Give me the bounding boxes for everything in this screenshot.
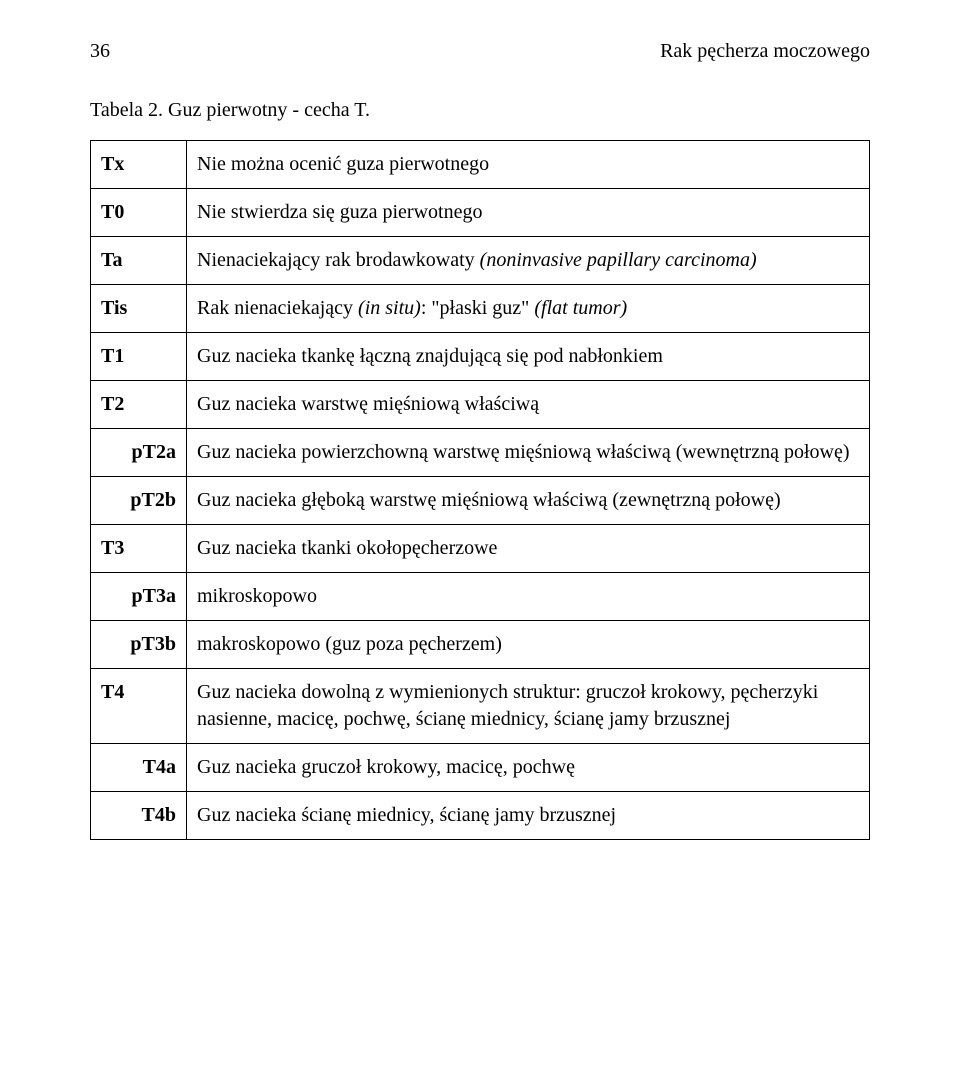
- table-caption: Tabela 2. Guz pierwotny - cecha T.: [90, 99, 870, 122]
- table-row: T2 Guz nacieka warstwę mięśniową właściwą: [91, 381, 870, 429]
- description-text: Guz nacieka głęboką warstwę mięśniową wł…: [197, 489, 781, 511]
- table-row: pT3a mikroskopowo: [91, 573, 870, 621]
- stage-code: T4b: [91, 792, 187, 840]
- description-text: : "płaski guz": [421, 297, 535, 319]
- stage-code: T4a: [91, 744, 187, 792]
- stage-code: pT3a: [91, 573, 187, 621]
- stage-code: Tx: [91, 141, 187, 189]
- table-row: TaNienaciekający rak brodawkowaty (nonin…: [91, 237, 870, 285]
- table-row: pT2b Guz nacieka głęboką warstwę mięśniow…: [91, 477, 870, 525]
- stage-description: Guz nacieka ścianę miednicy, ścianę jamy…: [187, 792, 870, 840]
- description-text: (flat tumor): [534, 297, 627, 319]
- description-text: Guz nacieka tkanki okołopęcherzowe: [197, 537, 497, 559]
- table-row: T3 Guz nacieka tkanki okołopęcherzowe: [91, 525, 870, 573]
- stage-description: makroskopowo (guz poza pęcherzem): [187, 621, 870, 669]
- stage-description: mikroskopowo: [187, 573, 870, 621]
- description-text: (in situ): [358, 297, 421, 319]
- running-header: 36 Rak pęcherza moczowego: [90, 40, 870, 63]
- description-text: mikroskopowo: [197, 585, 317, 607]
- stage-code: pT2b: [91, 477, 187, 525]
- stage-code: Tis: [91, 285, 187, 333]
- stage-code: T0: [91, 189, 187, 237]
- staging-table: TxNie można ocenić guza pierwotnegoT0Nie…: [90, 140, 870, 840]
- description-text: makroskopowo (guz poza pęcherzem): [197, 633, 502, 655]
- stage-description: Guz nacieka gruczoł krokowy, macicę, poc…: [187, 744, 870, 792]
- description-text: Nie stwierdza się guza pierwotnego: [197, 201, 482, 223]
- description-text: Guz nacieka powierzchowną warstwę mięśni…: [197, 441, 850, 463]
- stage-description: Guz nacieka warstwę mięśniową właściwą: [187, 381, 870, 429]
- stage-description: Guz nacieka powierzchowną warstwę mięśni…: [187, 429, 870, 477]
- stage-code: T3: [91, 525, 187, 573]
- stage-description: Nie można ocenić guza pierwotnego: [187, 141, 870, 189]
- table-row: T4b Guz nacieka ścianę miednicy, ścianę j…: [91, 792, 870, 840]
- table-row: pT3b makroskopowo (guz poza pęcherzem): [91, 621, 870, 669]
- table-row: T0 Nie stwierdza się guza pierwotnego: [91, 189, 870, 237]
- table-row: TisRak nienaciekający (in situ): "płaski…: [91, 285, 870, 333]
- table-row: T4Guz nacieka dowolną z wymienionych str…: [91, 669, 870, 744]
- page: 36 Rak pęcherza moczowego Tabela 2. Guz …: [0, 0, 960, 1080]
- table-row: pT2a Guz nacieka powierzchowną warstwę mi…: [91, 429, 870, 477]
- stage-description: Guz nacieka głęboką warstwę mięśniową wł…: [187, 477, 870, 525]
- description-text: Guz nacieka gruczoł krokowy, macicę, poc…: [197, 756, 575, 778]
- description-text: Guz nacieka warstwę mięśniową właściwą: [197, 393, 539, 415]
- description-text: (noninvasive papillary carcinoma): [480, 249, 757, 271]
- stage-code: pT3b: [91, 621, 187, 669]
- table-row: T1 Guz nacieka tkankę łączną znajdującą s…: [91, 333, 870, 381]
- table-row: Tx Nie można ocenić guza pierwotnego: [91, 141, 870, 189]
- description-text: Nie można ocenić guza pierwotnego: [197, 153, 489, 175]
- stage-description: Guz nacieka tkankę łączną znajdującą się…: [187, 333, 870, 381]
- stage-code: Ta: [91, 237, 187, 285]
- stage-description: Rak nienaciekający (in situ): "płaski gu…: [187, 285, 870, 333]
- page-number: 36: [90, 40, 110, 63]
- stage-code: T4: [91, 669, 187, 744]
- stage-code: pT2a: [91, 429, 187, 477]
- description-text: Guz nacieka dowolną z wymienionych struk…: [197, 681, 818, 730]
- description-text: Guz nacieka ścianę miednicy, ścianę jamy…: [197, 804, 616, 826]
- stage-description: Nienaciekający rak brodawkowaty (noninva…: [187, 237, 870, 285]
- running-title: Rak pęcherza moczowego: [660, 40, 870, 63]
- stage-code: T2: [91, 381, 187, 429]
- description-text: Rak nienaciekający: [197, 297, 358, 319]
- stage-description: Nie stwierdza się guza pierwotnego: [187, 189, 870, 237]
- description-text: Guz nacieka tkankę łączną znajdującą się…: [197, 345, 663, 367]
- table-row: T4a Guz nacieka gruczoł krokowy, macicę, …: [91, 744, 870, 792]
- stage-description: Guz nacieka dowolną z wymienionych struk…: [187, 669, 870, 744]
- stage-code: T1: [91, 333, 187, 381]
- stage-description: Guz nacieka tkanki okołopęcherzowe: [187, 525, 870, 573]
- description-text: Nienaciekający rak brodawkowaty: [197, 249, 480, 271]
